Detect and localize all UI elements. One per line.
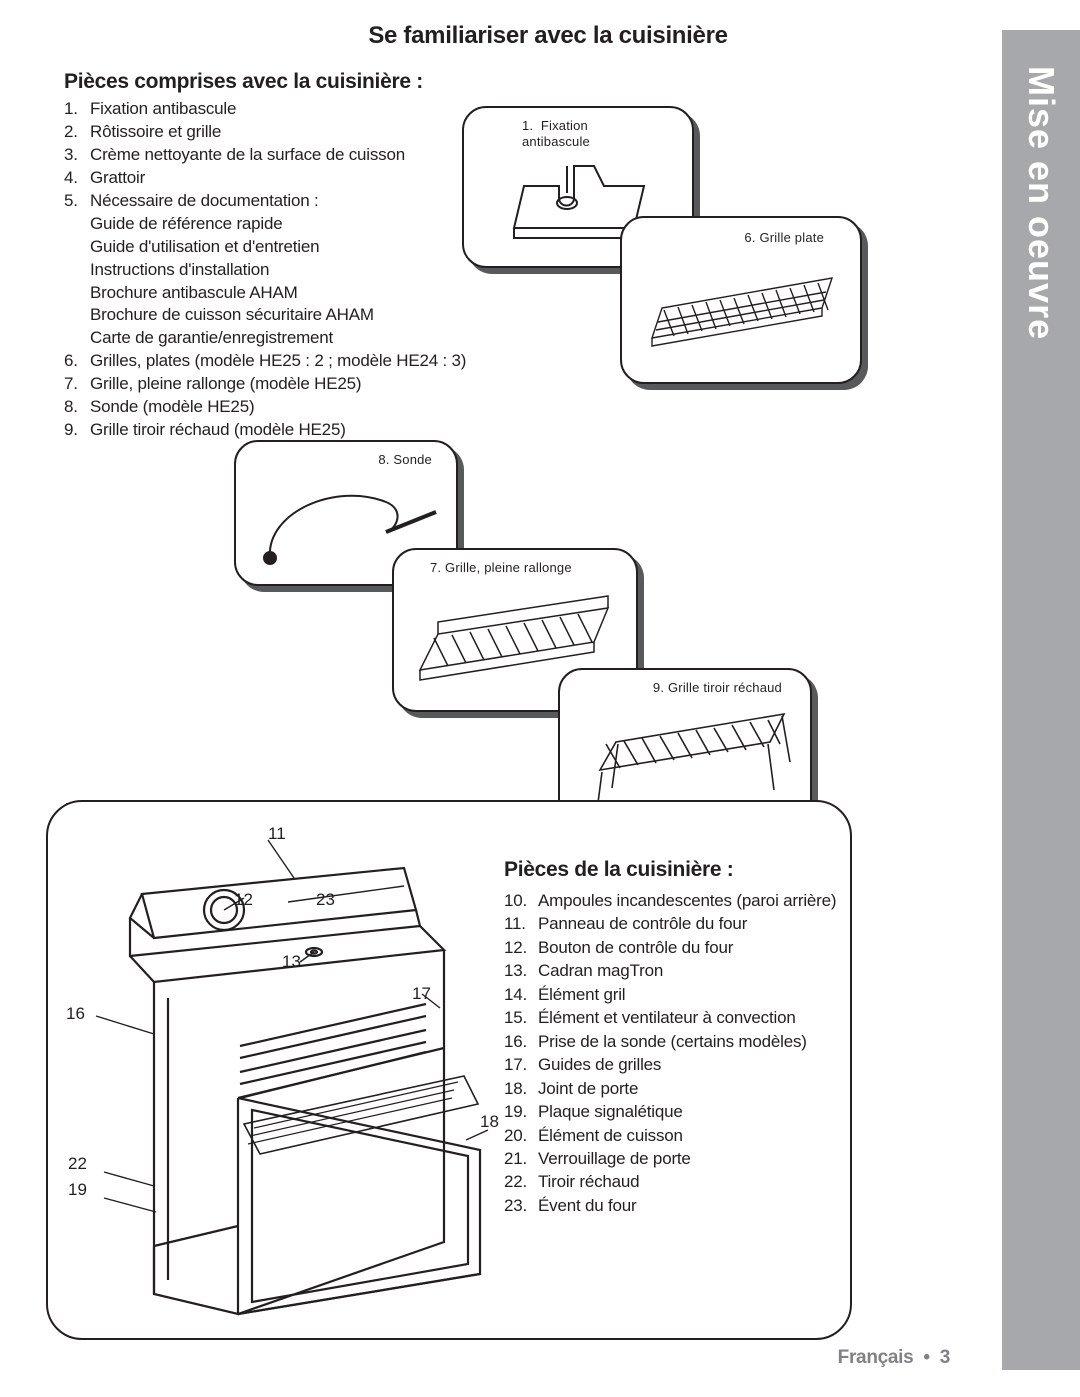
list-num: 1. (64, 98, 90, 121)
list-num: 21. (504, 1147, 538, 1170)
list-text: Évent du four (538, 1194, 637, 1217)
list-num: 20. (504, 1124, 538, 1147)
list-num: 19. (504, 1100, 538, 1123)
figure-callout-num: 18 (480, 1112, 499, 1132)
list-num: 4. (64, 167, 90, 190)
list-num: 17. (504, 1053, 538, 1076)
list-num: 3. (64, 144, 90, 167)
list-text: Plaque signalétique (538, 1100, 683, 1123)
list-num: 10. (504, 889, 538, 912)
list-num: 5. (64, 190, 90, 213)
list-text: Grille tiroir réchaud (modèle HE25) (90, 419, 544, 442)
list-num: 11. (504, 912, 538, 935)
side-tab-label: Mise en oeuvre (1020, 66, 1062, 340)
callout-label: 8. Sonde (378, 452, 432, 468)
manual-page: Mise en oeuvre Se familiariser avec la c… (0, 0, 1080, 1397)
doc-sub-item: Brochure de cuisson sécuritaire AHAM (64, 304, 544, 327)
doc-sub-item: Brochure antibascule AHAM (64, 282, 544, 305)
footer-language: Français (838, 1347, 914, 1368)
range-parts-list: Pièces de la cuisinière : 10.Ampoules in… (504, 856, 844, 1217)
callout-label: 1. Fixation antibascule (522, 118, 590, 149)
list-num: 9. (64, 419, 90, 442)
list-num: 8. (64, 396, 90, 419)
section1-heading: Pièces comprises avec la cuisinière : (64, 70, 1032, 94)
list-text: Sonde (modèle HE25) (90, 396, 544, 419)
side-tab: Mise en oeuvre (1002, 30, 1080, 1370)
list-text: Panneau de contrôle du four (538, 912, 747, 935)
callout-flat-rack: 6. Grille plate (620, 216, 862, 384)
footer-bullet: • (923, 1347, 929, 1368)
callout-label: 6. Grille plate (744, 230, 824, 246)
list-num: 22. (504, 1170, 538, 1193)
page-title: Se familiariser avec la cuisinière (64, 22, 1032, 50)
list-text: Grille, pleine rallonge (modèle HE25) (90, 373, 544, 396)
callout-label: 9. Grille tiroir réchaud (653, 680, 782, 696)
list-text: Guides de grilles (538, 1053, 661, 1076)
figure-callout-num: 17 (412, 984, 431, 1004)
list-num: 12. (504, 936, 538, 959)
range-figure-box: 11 12 23 13 17 16 18 22 19 Pièces de la … (46, 800, 852, 1340)
range-illustration (64, 814, 494, 1334)
list-num: 13. (504, 959, 538, 982)
list-text: Ampoules incandescentes (paroi arrière) (538, 889, 836, 912)
list-text: Verrouillage de porte (538, 1147, 691, 1170)
figure-callout-num: 11 (268, 824, 286, 844)
list-text: Grilles, plates (modèle HE25 : 2 ; modèl… (90, 350, 544, 373)
list-num: 14. (504, 983, 538, 1006)
list-num: 6. (64, 350, 90, 373)
list-text: Tiroir réchaud (538, 1170, 639, 1193)
list-text: Prise de la sonde (certains modèles) (538, 1030, 807, 1053)
figure-callout-num: 16 (66, 1004, 85, 1024)
list-num: 2. (64, 121, 90, 144)
list-text: Bouton de contrôle du four (538, 936, 733, 959)
callout-label: 7. Grille, pleine rallonge (430, 560, 572, 576)
section2-heading: Pièces de la cuisinière : (504, 856, 844, 885)
footer-page-number: 3 (940, 1347, 950, 1368)
list-num: 18. (504, 1077, 538, 1100)
list-text: Cadran magTron (538, 959, 663, 982)
figure-callout-num: 23 (316, 890, 335, 910)
doc-sub-item: Carte de garantie/enregistrement (64, 327, 544, 350)
figure-callout-num: 13 (282, 952, 301, 972)
list-text: Élément de cuisson (538, 1124, 683, 1147)
list-num: 7. (64, 373, 90, 396)
list-num: 23. (504, 1194, 538, 1217)
list-text: Élément gril (538, 983, 625, 1006)
page-footer: Français • 3 (838, 1347, 950, 1369)
flat-rack-icon (622, 218, 864, 386)
list-num: 15. (504, 1006, 538, 1029)
figure-callout-num: 22 (68, 1154, 87, 1174)
figure-callout-num: 19 (68, 1180, 87, 1200)
list-text: Joint de porte (538, 1077, 638, 1100)
figure-callout-num: 12 (234, 890, 253, 910)
list-text: Élément et ventilateur à convection (538, 1006, 796, 1029)
list-num: 16. (504, 1030, 538, 1053)
